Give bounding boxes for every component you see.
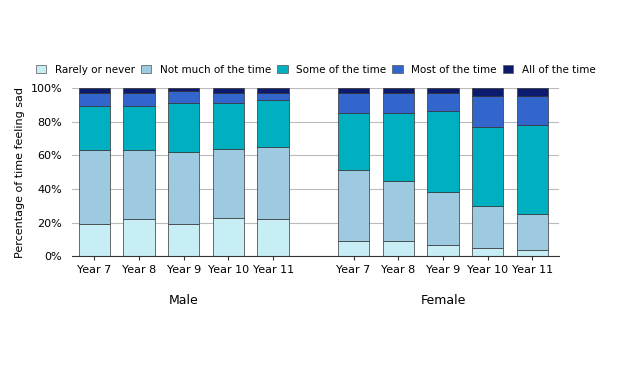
Bar <box>338 88 369 93</box>
Bar <box>213 93 244 103</box>
Bar <box>383 181 414 241</box>
Bar <box>383 113 414 181</box>
Bar <box>78 150 110 224</box>
Y-axis label: Percentage of time feeling sad: Percentage of time feeling sad <box>15 87 25 258</box>
Bar <box>338 113 369 171</box>
Bar <box>472 88 503 96</box>
Bar <box>123 220 155 257</box>
Bar <box>123 150 155 220</box>
Bar <box>428 245 458 257</box>
Bar <box>472 96 503 127</box>
Bar <box>123 88 155 93</box>
Bar <box>213 148 244 218</box>
Bar <box>338 241 369 257</box>
Bar <box>123 93 155 106</box>
Bar <box>168 152 199 224</box>
Text: Male: Male <box>169 294 199 307</box>
Bar <box>472 248 503 257</box>
Legend: Rarely or never, Not much of the time, Some of the time, Most of the time, All o: Rarely or never, Not much of the time, S… <box>34 63 597 77</box>
Bar <box>517 88 548 96</box>
Bar <box>257 99 289 147</box>
Bar <box>257 88 289 93</box>
Bar <box>257 220 289 257</box>
Bar <box>472 206 503 248</box>
Bar <box>338 93 369 113</box>
Bar <box>338 171 369 241</box>
Text: Female: Female <box>420 294 466 307</box>
Bar <box>428 192 458 245</box>
Bar <box>517 250 548 257</box>
Bar <box>213 218 244 257</box>
Bar <box>168 88 199 91</box>
Bar <box>428 93 458 111</box>
Bar <box>383 88 414 93</box>
Bar <box>517 214 548 250</box>
Bar <box>517 125 548 214</box>
Bar <box>78 93 110 106</box>
Bar <box>383 93 414 113</box>
Bar <box>257 147 289 220</box>
Bar <box>78 106 110 150</box>
Bar <box>78 88 110 93</box>
Bar <box>257 93 289 99</box>
Bar <box>168 91 199 103</box>
Bar <box>213 88 244 93</box>
Bar <box>383 241 414 257</box>
Bar <box>428 88 458 93</box>
Bar <box>472 127 503 206</box>
Bar <box>123 106 155 150</box>
Bar <box>213 103 244 148</box>
Bar <box>517 96 548 125</box>
Bar <box>78 224 110 257</box>
Bar <box>428 111 458 192</box>
Bar <box>168 103 199 152</box>
Bar <box>168 224 199 257</box>
